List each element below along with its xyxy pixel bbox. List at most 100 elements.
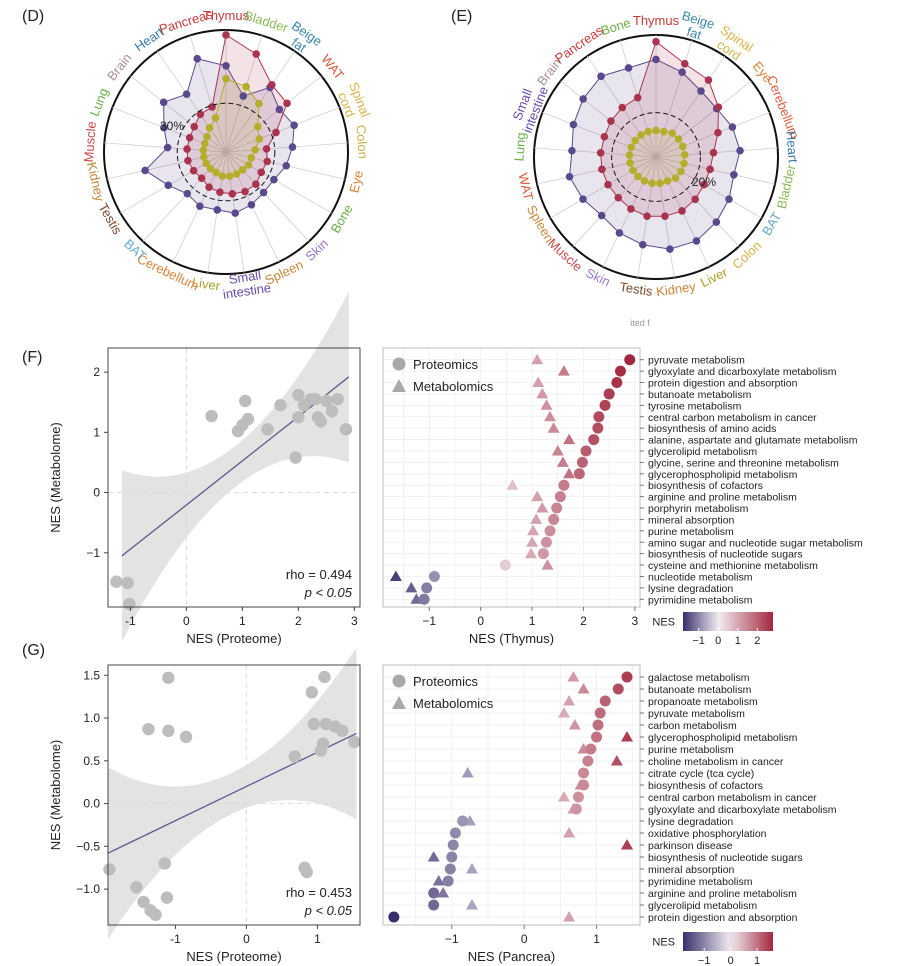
metabolomics-marker xyxy=(525,547,537,559)
radar-point xyxy=(597,72,605,81)
scatter-point xyxy=(241,412,255,426)
metabolomics-marker xyxy=(461,767,474,778)
radar-spoke xyxy=(189,35,227,153)
proteomics-marker xyxy=(599,399,611,411)
radar-point xyxy=(252,180,260,188)
radar-point xyxy=(625,151,634,159)
radar-point xyxy=(203,132,211,141)
radar-point xyxy=(643,212,651,221)
scatter-point xyxy=(179,730,193,744)
pathway-label: citrate cycle (tca cycle) xyxy=(648,768,754,780)
proteomics-marker xyxy=(592,719,604,731)
scatter-point xyxy=(316,737,330,750)
radar-spoke xyxy=(225,151,332,214)
metabolomics-marker xyxy=(437,887,450,898)
scatter-point xyxy=(121,576,134,590)
radar-point xyxy=(252,50,261,58)
colorbar-tick-label: 1 xyxy=(735,635,741,647)
y-tick-label: 1.5 xyxy=(83,668,100,682)
pathway-label: butanoate metabolism xyxy=(648,684,752,696)
radar-point xyxy=(263,157,272,166)
pathway-label: galactose metabolism xyxy=(648,672,750,684)
metabolomics-marker xyxy=(556,456,569,467)
proteomics-marker xyxy=(544,525,556,537)
y-tick-label: 1 xyxy=(93,425,100,439)
panel-d: (D) ThymusBladderBeigefatWATSpinalcordCo… xyxy=(22,7,373,303)
radar-point xyxy=(648,179,656,188)
radar-point xyxy=(678,207,686,215)
radar-tissue-label: WAT xyxy=(515,172,536,202)
legend-metabolomics-marker xyxy=(392,696,406,709)
y-tick-label: −1 xyxy=(86,546,100,560)
radar-point xyxy=(163,143,172,152)
radar-tissue-label: Testis xyxy=(618,280,654,300)
radar-point xyxy=(290,121,298,130)
proteomics-marker xyxy=(576,456,588,468)
proteomics-marker xyxy=(421,582,433,594)
radar-point xyxy=(618,103,627,112)
fit-line xyxy=(121,376,350,557)
radar-point xyxy=(206,164,215,173)
radar-point xyxy=(205,124,214,132)
scatter-point xyxy=(110,575,123,588)
radar-tissue-label: Muscle xyxy=(81,121,99,163)
pathway-label: arginine and proline metabolism xyxy=(648,492,797,504)
proteomics-marker xyxy=(572,791,584,803)
radar-spoke xyxy=(655,112,770,158)
proteomics-marker xyxy=(449,827,461,839)
radar-series-polygon xyxy=(628,129,686,184)
radar-point xyxy=(607,117,615,125)
proteomics-marker xyxy=(611,377,623,389)
panel-f: (F) -1 0 1 2 3 −1 0 1 2 NES (Proteome) NES (Metabo… xyxy=(22,291,863,647)
metabolomics-marker xyxy=(536,387,549,399)
scatter-point xyxy=(325,405,339,418)
proteomics-marker xyxy=(388,911,400,923)
proteomics-marker xyxy=(499,559,511,571)
proteomics-marker xyxy=(570,803,582,815)
radar-point xyxy=(652,126,660,135)
scatter-point xyxy=(274,399,287,412)
metabolomics-marker xyxy=(577,683,590,694)
scatter-point xyxy=(289,451,302,464)
radar-point xyxy=(225,172,234,180)
radar-spoke xyxy=(225,151,310,242)
scatter-point xyxy=(318,670,331,684)
scatter-point xyxy=(160,891,174,904)
radar-point xyxy=(222,31,230,39)
pathway-label: glyoxylate and dicarboxylate metabolism xyxy=(648,366,837,378)
radar-point xyxy=(182,90,191,99)
legend-metabolomics-label: Metabolomics xyxy=(413,696,494,711)
radar-tissue-label-word: Muscle xyxy=(81,121,99,163)
radar-tissue-label: Colon xyxy=(353,124,371,159)
scatter-point xyxy=(307,717,321,731)
y-tick-label: 0 xyxy=(93,486,100,500)
radar-point xyxy=(714,128,722,137)
radar-point xyxy=(691,195,700,204)
radar-tissue-label-word: Liver xyxy=(191,275,222,294)
radar-point xyxy=(736,146,744,155)
radar-point xyxy=(247,153,256,162)
radar-tissue-label-word: Lung xyxy=(87,86,112,118)
radar-point xyxy=(674,135,683,143)
metabolomics-marker xyxy=(558,791,570,802)
panel-label-f: (F) xyxy=(22,349,42,366)
colorbar-tick-label: −1 xyxy=(692,635,705,647)
radar-point xyxy=(627,143,636,152)
radar-spoke xyxy=(536,156,657,185)
scatter-plot-f: -1 0 1 2 3 −1 0 1 2 NES (Proteome) NES (Metabolome… xyxy=(48,291,361,646)
x-tick-label: 0 xyxy=(477,614,484,628)
proteomics-marker xyxy=(418,593,430,605)
radar-point xyxy=(697,87,705,95)
radar-chart-e: Thymus Beigefat SpinalcordEyeCerebellumHea… xyxy=(510,8,802,328)
panel-label-e: (E) xyxy=(451,8,472,25)
radar-tissue-label-word: Lung xyxy=(512,132,529,162)
radar-point xyxy=(709,148,718,157)
scatter-point xyxy=(239,394,252,408)
radar-point xyxy=(633,93,642,102)
radar-point xyxy=(680,151,689,159)
proteomics-marker xyxy=(621,671,633,683)
scatter-point xyxy=(339,423,353,436)
proteomics-marker xyxy=(580,445,592,457)
metabolomics-marker xyxy=(527,524,540,536)
